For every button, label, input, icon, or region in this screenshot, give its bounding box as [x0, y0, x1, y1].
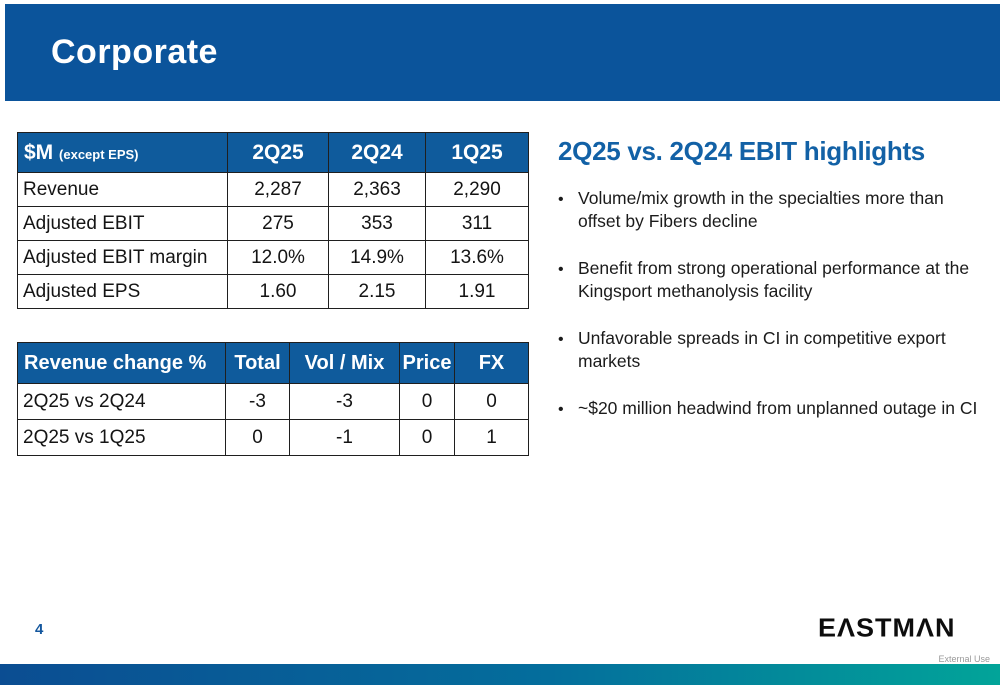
- list-item: Unfavorable spreads in CI in competitive…: [558, 327, 990, 373]
- bullet-marker: [558, 397, 578, 421]
- table-row-2q25-vs-1q25: 2Q25 vs 1Q25 0 -1 0 1: [17, 419, 529, 456]
- cell-value: 275: [227, 206, 329, 241]
- cell-value: 2,290: [425, 172, 529, 207]
- cell-value: -1: [289, 419, 400, 456]
- row-label: Adjusted EBIT: [17, 206, 228, 241]
- bullet-text: ~$20 million headwind from unplanned out…: [578, 398, 978, 418]
- classification-label: External Use: [938, 654, 990, 664]
- table-row-adjusted-eps: Adjusted EPS 1.60 2.15 1.91: [17, 274, 529, 309]
- row-label: Adjusted EPS: [17, 274, 228, 309]
- highlights-title: 2Q25 vs. 2Q24 EBIT highlights: [558, 136, 925, 166]
- row-label: Adjusted EBIT margin: [17, 240, 228, 275]
- cell-value: 1.91: [425, 274, 529, 309]
- cell-value: 1.60: [227, 274, 329, 309]
- col-header-1q25: 1Q25: [425, 132, 529, 173]
- unit-header-cell: $M (except EPS): [17, 132, 228, 173]
- bullet-text: Unfavorable spreads in CI in competitive…: [578, 328, 946, 371]
- col-header-vol-mix: Vol / Mix: [289, 342, 400, 384]
- table-row-revenue: Revenue 2,287 2,363 2,290: [17, 172, 529, 207]
- table-row-adjusted-ebit-margin: Adjusted EBIT margin 12.0% 14.9% 13.6%: [17, 240, 529, 275]
- cell-value: 0: [399, 383, 455, 420]
- unit-note: (except EPS): [59, 146, 139, 162]
- bullet-marker: [558, 257, 578, 303]
- cell-value: 2,363: [328, 172, 426, 207]
- bullet-marker: [558, 187, 578, 233]
- list-item: Volume/mix growth in the specialties mor…: [558, 187, 990, 233]
- financials-table: $M (except EPS) 2Q25 2Q24 1Q25 Revenue 2…: [17, 132, 529, 309]
- slide-title-bar: Corporate: [5, 4, 1000, 101]
- row-label: 2Q25 vs 1Q25: [17, 419, 226, 456]
- cell-value: -3: [289, 383, 400, 420]
- bullet-marker: [558, 327, 578, 373]
- ebit-highlights-panel: 2Q25 vs. 2Q24 EBIT highlights Volume/mix…: [558, 136, 990, 445]
- eastman-logo: EΛSTMΛN: [818, 613, 956, 643]
- col-header-price: Price: [399, 342, 455, 384]
- revenue-change-header-row: Revenue change % Total Vol / Mix Price F…: [17, 342, 529, 384]
- col-header-2q25: 2Q25: [227, 132, 329, 173]
- page-number: 4: [35, 621, 44, 638]
- cell-value: 12.0%: [227, 240, 329, 275]
- cell-value: 0: [399, 419, 455, 456]
- col-header-total: Total: [225, 342, 290, 384]
- financials-header-row: $M (except EPS) 2Q25 2Q24 1Q25: [17, 132, 529, 173]
- cell-value: 2,287: [227, 172, 329, 207]
- cell-value: 1: [454, 419, 529, 456]
- slide-title: Corporate: [51, 33, 218, 71]
- footer-accent-bar: [0, 664, 1000, 685]
- list-item: Benefit from strong operational performa…: [558, 257, 990, 303]
- col-header-fx: FX: [454, 342, 529, 384]
- cell-value: 0: [454, 383, 529, 420]
- row-label: 2Q25 vs 2Q24: [17, 383, 226, 420]
- cell-value: -3: [225, 383, 290, 420]
- bullet-text: Benefit from strong operational performa…: [578, 258, 970, 301]
- bullet-text: Volume/mix growth in the specialties mor…: [578, 188, 944, 231]
- col-header-2q24: 2Q24: [328, 132, 426, 173]
- row-label: Revenue: [17, 172, 228, 207]
- cell-value: 13.6%: [425, 240, 529, 275]
- list-item: ~$20 million headwind from unplanned out…: [558, 397, 990, 421]
- cell-value: 0: [225, 419, 290, 456]
- revenue-change-title-cell: Revenue change %: [17, 342, 226, 384]
- unit-label: $M: [24, 140, 54, 164]
- table-row-2q25-vs-2q24: 2Q25 vs 2Q24 -3 -3 0 0: [17, 383, 529, 420]
- revenue-change-table: Revenue change % Total Vol / Mix Price F…: [17, 342, 529, 456]
- table-row-adjusted-ebit: Adjusted EBIT 275 353 311: [17, 206, 529, 241]
- cell-value: 14.9%: [328, 240, 426, 275]
- cell-value: 353: [328, 206, 426, 241]
- cell-value: 2.15: [328, 274, 426, 309]
- cell-value: 311: [425, 206, 529, 241]
